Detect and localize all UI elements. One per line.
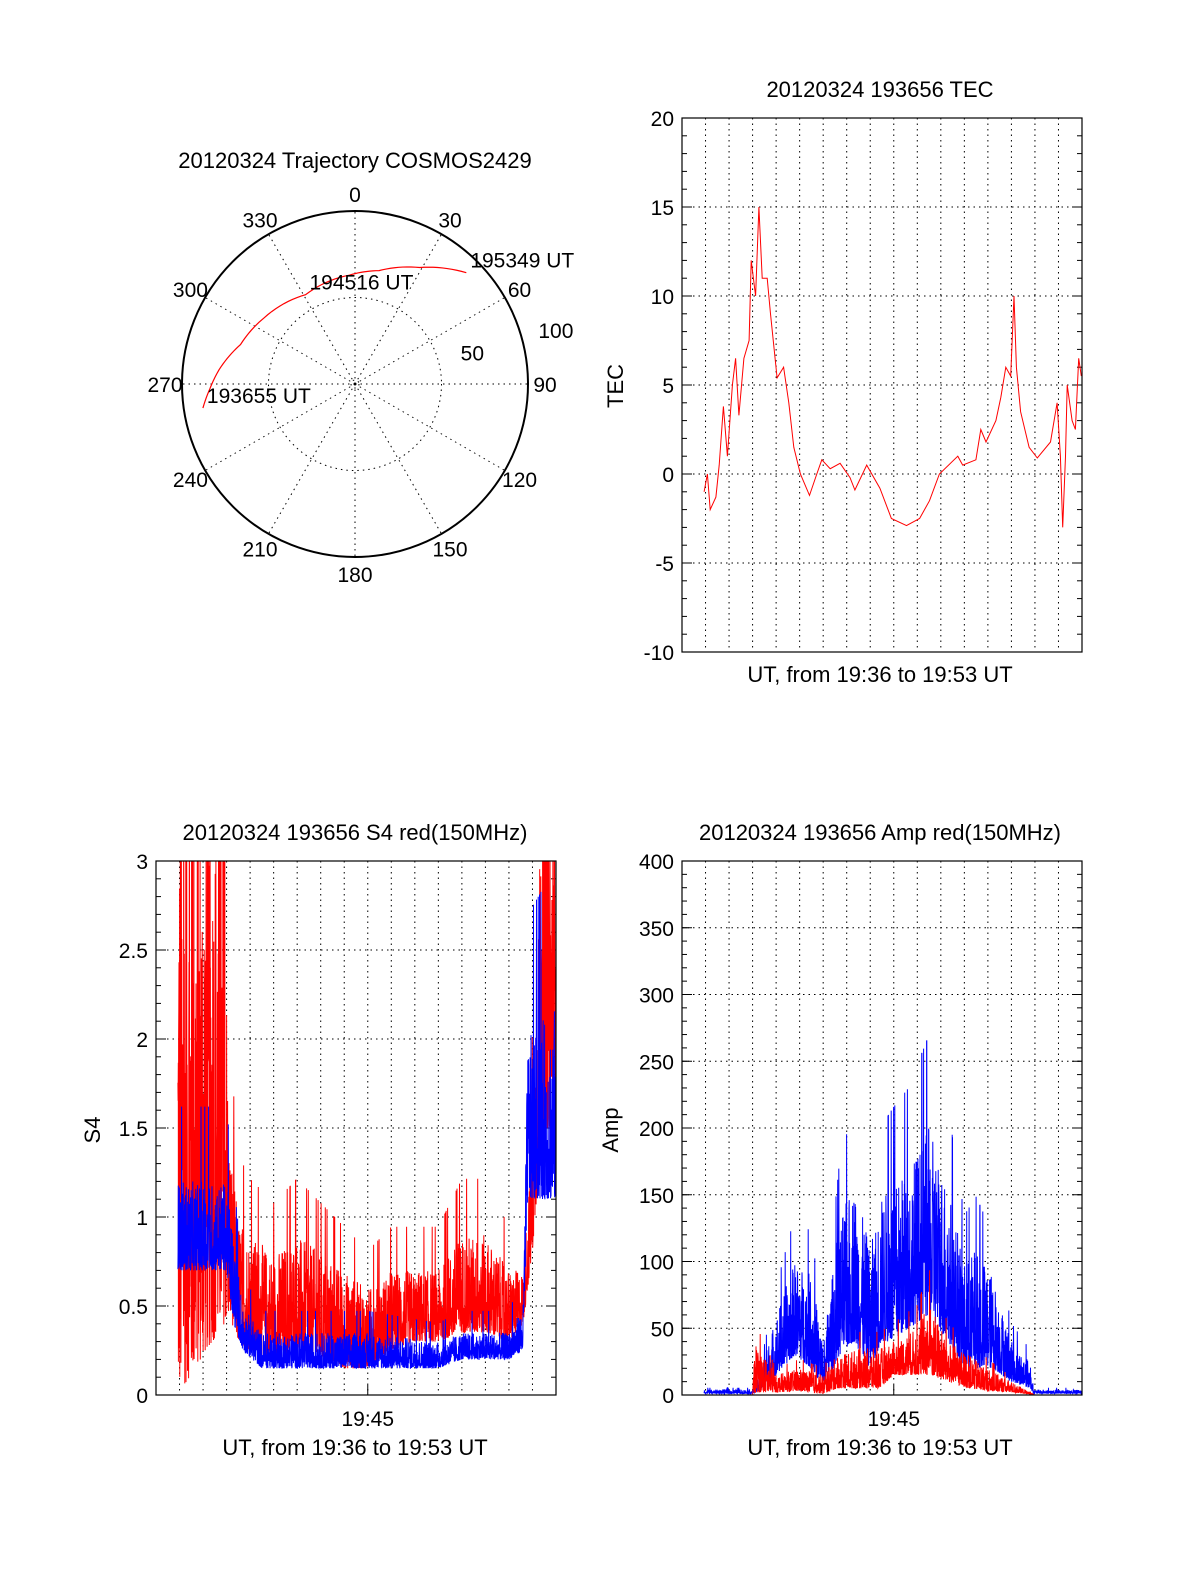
azimuth-label: 90 bbox=[533, 374, 556, 397]
y-tick-label: 350 bbox=[639, 918, 674, 941]
amp-ylabel: Amp bbox=[598, 1107, 623, 1152]
series-amp-blue bbox=[703, 1040, 1082, 1395]
series-tec bbox=[703, 206, 1082, 528]
y-tick-label: 10 bbox=[651, 286, 674, 309]
y-tick-label: 150 bbox=[639, 1185, 674, 1208]
y-tick-label: 50 bbox=[651, 1318, 674, 1341]
polar-spoke bbox=[354, 297, 506, 385]
y-tick-label: 400 bbox=[639, 851, 674, 874]
azimuth-label: 330 bbox=[242, 209, 277, 232]
tec-axes: -10 -5 0 5 10 15 20 bbox=[644, 108, 1082, 665]
y-tick-label: 100 bbox=[639, 1252, 674, 1275]
tec-panel: 20120324 193656 TEC UT, from 19:36 to 19… bbox=[603, 77, 1083, 687]
y-tick-label: 1.5 bbox=[119, 1118, 148, 1141]
y-tick-label: 5 bbox=[662, 375, 674, 398]
azimuth-label: 150 bbox=[432, 539, 467, 562]
tec-series bbox=[703, 206, 1082, 528]
polar-title: 20120324 Trajectory COSMOS2429 bbox=[178, 148, 531, 173]
polar-spoke bbox=[354, 383, 506, 471]
series-s4-red bbox=[177, 861, 556, 1384]
azimuth-label: 180 bbox=[337, 564, 372, 587]
s4-title: 20120324 193656 S4 red(150MHz) bbox=[183, 820, 528, 845]
y-tick-label: -5 bbox=[655, 553, 674, 576]
s4-ylabel: S4 bbox=[80, 1117, 105, 1144]
y-tick-label: 0 bbox=[662, 1385, 674, 1408]
azimuth-label: 30 bbox=[438, 209, 461, 232]
azimuth-label: 300 bbox=[173, 279, 208, 302]
azimuth-label: 60 bbox=[508, 279, 531, 302]
y-tick-label: -10 bbox=[644, 642, 674, 665]
tec-ylabel: TEC bbox=[603, 364, 628, 408]
polar-spoke bbox=[204, 383, 356, 471]
series-s4-blue bbox=[177, 891, 556, 1370]
amp-panel: 20120324 193656 Amp red(150MHz) UT, from… bbox=[598, 820, 1083, 1460]
y-tick-label: 0 bbox=[662, 464, 674, 487]
y-tick-label: 2.5 bbox=[119, 940, 148, 963]
polar-outer-circle bbox=[181, 210, 529, 558]
y-tick-label: 2 bbox=[136, 1029, 148, 1052]
x-tick-label: 19:45 bbox=[867, 1408, 920, 1431]
polar-azimuth-labels: 0 30 60 90 120 150 180 210 240 270 300 330 50 100 bbox=[147, 184, 573, 587]
radial-label: 100 bbox=[538, 320, 573, 343]
y-tick-label: 0.5 bbox=[119, 1296, 148, 1319]
amp-series bbox=[703, 1040, 1082, 1395]
trajectory-time-label: 195349 UT bbox=[470, 250, 574, 273]
polar-series bbox=[202, 266, 467, 409]
azimuth-label: 240 bbox=[173, 469, 208, 492]
s4-series bbox=[177, 861, 556, 1384]
polar-center-circle bbox=[350, 379, 360, 389]
y-tick-label: 300 bbox=[639, 985, 674, 1008]
polar-grid-circle-50 bbox=[268, 297, 442, 471]
y-tick-label: 250 bbox=[639, 1051, 674, 1074]
tec-xlabel: UT, from 19:36 to 19:53 UT bbox=[747, 662, 1012, 687]
s4-xlabel: UT, from 19:36 to 19:53 UT bbox=[222, 1435, 487, 1460]
y-tick-label: 3 bbox=[136, 851, 148, 874]
azimuth-label: 0 bbox=[349, 184, 361, 207]
y-tick-label: 1 bbox=[136, 1207, 148, 1230]
polar-spoke bbox=[354, 233, 442, 385]
y-tick-label: 15 bbox=[651, 197, 674, 220]
trajectory-time-label: 193655 UT bbox=[207, 385, 311, 408]
s4-panel: 20120324 193656 S4 red(150MHz) UT, from … bbox=[80, 820, 557, 1460]
azimuth-label: 270 bbox=[147, 374, 182, 397]
tec-title: 20120324 193656 TEC bbox=[766, 77, 993, 102]
y-tick-label: 20 bbox=[651, 108, 674, 131]
x-tick-label: 19:45 bbox=[341, 1408, 394, 1431]
trajectory-time-label: 194516 UT bbox=[310, 272, 414, 295]
radial-label: 50 bbox=[461, 343, 484, 366]
polar-spoke bbox=[268, 383, 356, 535]
polar-spoke bbox=[268, 233, 356, 385]
y-tick-label: 0 bbox=[136, 1385, 148, 1408]
y-tick-label: 200 bbox=[639, 1118, 674, 1141]
plot-frame bbox=[681, 117, 1083, 653]
series-amp-red bbox=[703, 1270, 1082, 1395]
polar-annotations: 193655 UT 194516 UT 195349 UT bbox=[207, 250, 574, 408]
amp-axes: 0 50 100 150 200 250 300 350 400 19:45 bbox=[639, 851, 1082, 1431]
azimuth-label: 210 bbox=[242, 539, 277, 562]
plot-frame bbox=[155, 860, 557, 1396]
plot-frame bbox=[681, 860, 1083, 1396]
amp-title: 20120324 193656 Amp red(150MHz) bbox=[699, 820, 1061, 845]
polar-spoke bbox=[204, 297, 356, 385]
azimuth-label: 120 bbox=[502, 469, 537, 492]
trajectory-line bbox=[202, 266, 467, 409]
polar-spoke bbox=[354, 383, 442, 535]
amp-xlabel: UT, from 19:36 to 19:53 UT bbox=[747, 1435, 1012, 1460]
trajectory-polar-panel: 20120324 Trajectory COSMOS2429 0 30 60 90 12… bbox=[147, 148, 574, 587]
polar-grid bbox=[181, 210, 529, 558]
